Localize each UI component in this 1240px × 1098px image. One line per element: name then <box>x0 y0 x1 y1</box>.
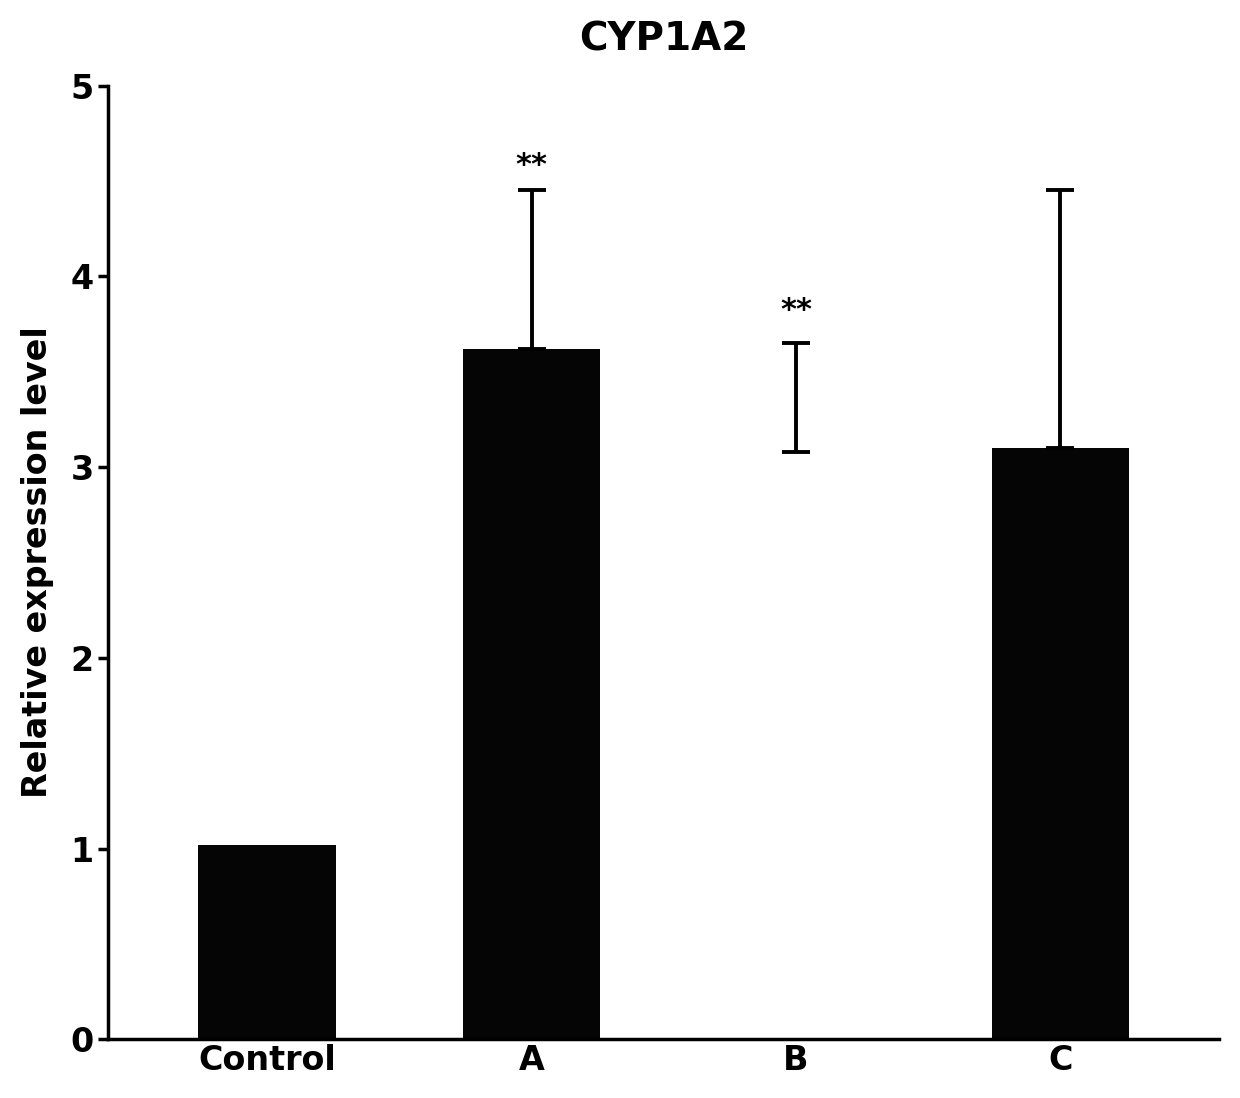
Y-axis label: Relative expression level: Relative expression level <box>21 326 53 798</box>
Bar <box>992 448 1130 1040</box>
Text: **: ** <box>516 152 548 180</box>
Text: **: ** <box>780 296 812 325</box>
Title: CYP1A2: CYP1A2 <box>579 21 749 59</box>
Bar <box>463 349 600 1040</box>
Bar <box>198 844 336 1040</box>
